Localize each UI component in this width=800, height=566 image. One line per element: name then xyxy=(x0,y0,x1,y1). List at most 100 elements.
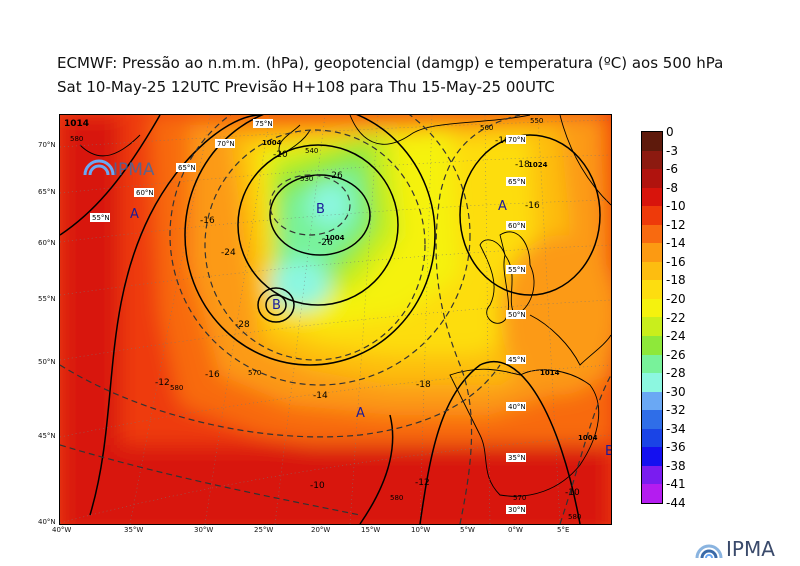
grid-lat-tag: 50°N xyxy=(506,310,526,319)
ipma-logo-watermark: IPMA xyxy=(83,159,155,180)
isotherm-label: -16 xyxy=(525,201,540,211)
colorbar-tick-label: -24 xyxy=(666,329,686,344)
geopotential-label: 580 xyxy=(390,494,403,502)
colorbar-segment xyxy=(642,298,662,318)
lon-label: 0°W xyxy=(508,526,523,534)
canada-coast xyxy=(79,134,141,157)
lat-label: 65°N xyxy=(38,188,56,196)
grid-lat-tag: 30°N xyxy=(506,505,526,514)
map-title: ECMWF: Pressão ao n.m.m. (hPa), geopoten… xyxy=(57,54,724,72)
grid-lat-tag: 45°N xyxy=(506,355,526,364)
svg-text:30°N: 30°N xyxy=(508,506,526,514)
isotherm-label: -20 xyxy=(273,150,288,160)
colorbar-tick-label: -12 xyxy=(666,217,686,232)
colorbar-tick-label: -20 xyxy=(666,291,686,306)
svg-text:IPMA: IPMA xyxy=(113,160,155,180)
colorbar-tick-label: 0 xyxy=(666,125,674,139)
colorbar-segment xyxy=(642,447,662,466)
isobars xyxy=(60,115,601,524)
lat-label: 50°N xyxy=(38,358,56,366)
lat-label: 40°N xyxy=(38,518,56,526)
colorbar-tick-label: -41 xyxy=(666,477,686,492)
svg-text:55°N: 55°N xyxy=(508,266,526,274)
colorbar-segment xyxy=(642,243,662,262)
greenland-iceland-coast xyxy=(349,115,531,145)
isotherm-label: -28 xyxy=(235,320,250,330)
isotherm-label: -18 xyxy=(515,160,530,170)
isotherm-label: -12 xyxy=(155,378,170,388)
svg-text:65°N: 65°N xyxy=(178,164,196,172)
lon-label: 35°W xyxy=(124,526,144,534)
colorbar-segment xyxy=(642,261,662,281)
colorbar-tick-label: -30 xyxy=(666,384,686,399)
geopotential-label: 550 xyxy=(530,117,543,125)
low-pressure-label: B xyxy=(272,298,281,313)
lon-label: 25°W xyxy=(254,526,274,534)
high-pressure-label: A xyxy=(130,207,139,222)
svg-text:60°N: 60°N xyxy=(136,189,154,197)
isobar-label: 1014 xyxy=(64,119,89,129)
lon-label: 15°W xyxy=(361,526,381,534)
colorbar-segment xyxy=(642,224,662,244)
isotherm-label: -18 xyxy=(416,380,431,390)
forecast-map: A B B A A B -20 -26 -26 -16 -24 -28 -16 … xyxy=(59,114,612,525)
colorbar-tick-label: -36 xyxy=(666,440,686,455)
grid-lat-tag: 65°N xyxy=(176,163,196,172)
grid-lat-tag: 55°N xyxy=(506,265,526,274)
colorbar-segment xyxy=(642,391,662,411)
isobar-label: 1024 xyxy=(528,161,548,169)
colorbar-segment xyxy=(642,465,662,485)
geopotential-label: 540 xyxy=(305,147,318,155)
lat-label: 45°N xyxy=(38,432,56,440)
grid-lat-tag: 60°N xyxy=(134,188,154,197)
colorbar-segment xyxy=(642,150,662,170)
geopotential-label: 530 xyxy=(300,175,313,183)
colorbar-segment xyxy=(642,410,662,429)
isotherm-label: -26 xyxy=(328,171,343,181)
colorbar-tick-label: -28 xyxy=(666,366,686,381)
grid-lat-tag: 60°N xyxy=(506,221,526,230)
isotherms xyxy=(60,115,611,524)
scandinavia-coast xyxy=(559,115,611,206)
geopotential-label: 570 xyxy=(248,369,261,377)
svg-text:55°N: 55°N xyxy=(92,214,110,222)
grid-lat-tag: 55°N xyxy=(90,213,110,222)
temperature-colorbar xyxy=(641,131,663,504)
geopotential-label: 580 xyxy=(170,384,183,392)
lon-label: 5°W xyxy=(460,526,475,534)
isotherm-label: -26 xyxy=(318,238,333,248)
colorbar-segment xyxy=(642,354,662,374)
map-subtitle: Sat 10-May-25 12UTC Previsão H+108 para … xyxy=(57,78,555,96)
high-pressure-label: A xyxy=(356,406,365,421)
iberia-coast xyxy=(449,368,600,497)
lon-label: 5°E xyxy=(557,526,570,534)
colorbar-tick-label: -10 xyxy=(666,199,686,214)
colorbar-tick-label: -44 xyxy=(666,496,686,510)
colorbar-tick-label: -38 xyxy=(666,458,686,473)
isobar-label: 1004 xyxy=(578,434,598,442)
france-coast xyxy=(529,314,611,366)
colorbar-tick-label: -3 xyxy=(666,143,678,158)
lon-label: 10°W xyxy=(411,526,431,534)
ipma-logo-icon xyxy=(695,544,723,559)
colorbar-tick-label: -14 xyxy=(666,236,686,251)
geopotential-label: 580 xyxy=(568,513,581,521)
low-pressure-label: B xyxy=(316,202,325,217)
grid-lat-tag: 75°N xyxy=(253,119,273,128)
colorbar-segment xyxy=(642,132,662,151)
colorbar-tick-label: -16 xyxy=(666,254,686,269)
colorbar-tick-label: -6 xyxy=(666,162,678,177)
colorbar-segment xyxy=(642,280,662,299)
lon-label: 40°W xyxy=(52,526,72,534)
grid-lat-tag: 70°N xyxy=(215,139,235,148)
lat-label: 70°N xyxy=(38,141,56,149)
svg-text:60°N: 60°N xyxy=(508,222,526,230)
isobar-label: 1014 xyxy=(540,369,560,377)
svg-text:75°N: 75°N xyxy=(255,120,273,128)
geopotential-label: 570 xyxy=(513,494,526,502)
svg-text:70°N: 70°N xyxy=(217,140,235,148)
grid-lat-tag: 70°N xyxy=(506,135,526,144)
grid-lat-tag: 35°N xyxy=(506,453,526,462)
ipma-logo: IPMA xyxy=(694,536,784,562)
colorbar-segment xyxy=(642,317,662,337)
